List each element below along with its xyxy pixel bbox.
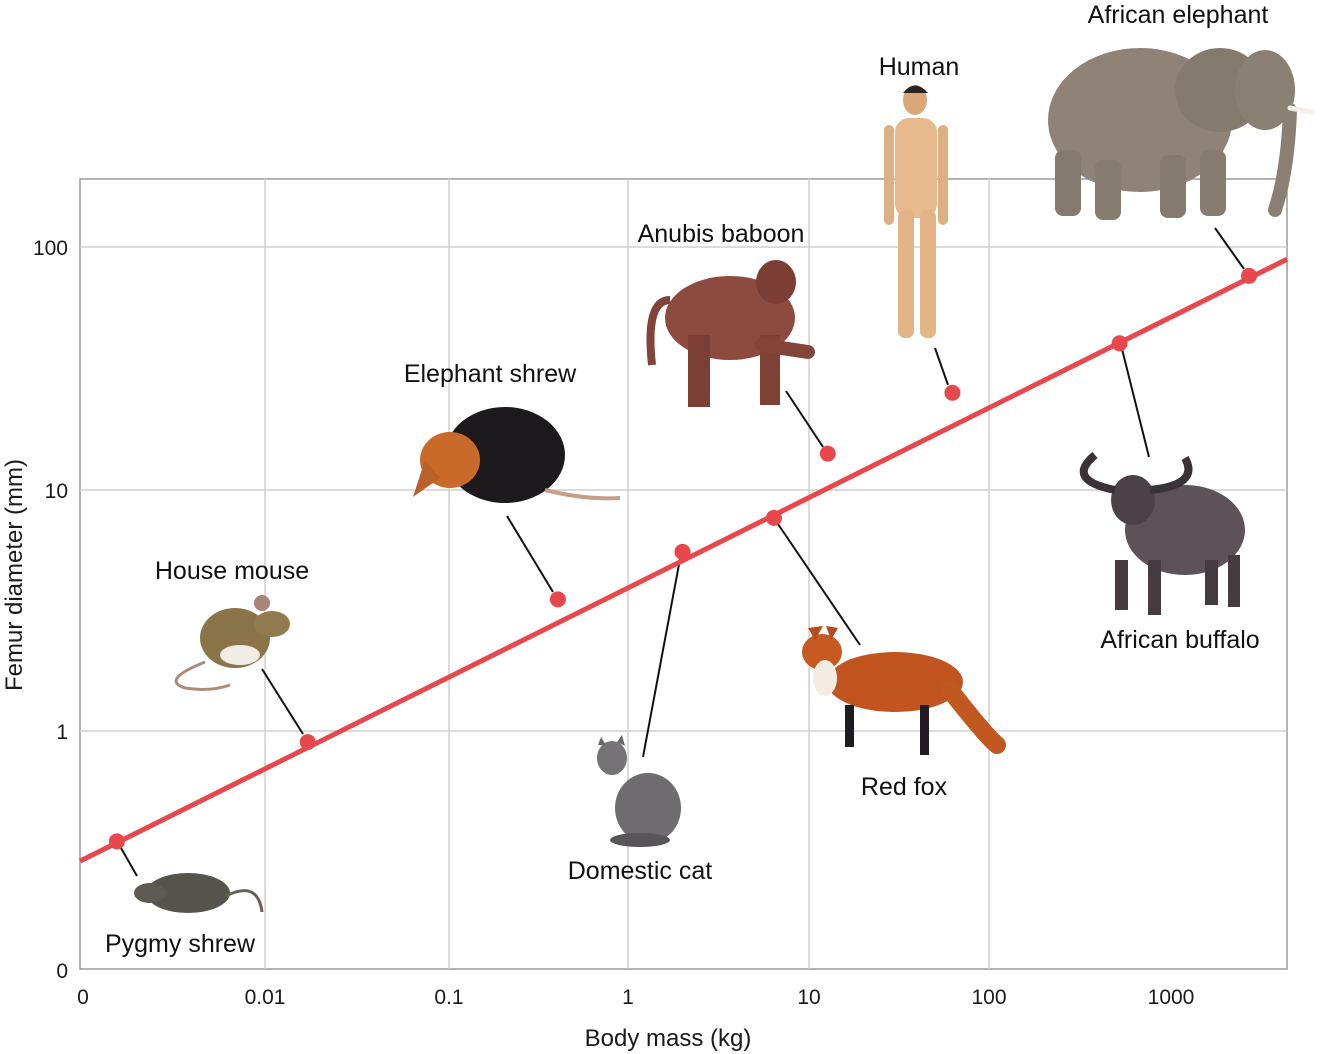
data-point: Elephant shrew <box>549 591 566 608</box>
plot-frame <box>79 178 1288 970</box>
animal-illustrations <box>134 48 1315 913</box>
x-axis-title: Body mass (kg) <box>585 1025 752 1052</box>
human-illustration <box>884 85 948 338</box>
x-tick: 1000 <box>1148 986 1195 1009</box>
label-human: Human <box>879 53 960 81</box>
label-african-buffalo: African buffalo <box>1100 626 1259 654</box>
data-point: House mouse <box>299 734 316 751</box>
y-axis-ticks: 0 1 10 100 <box>33 237 68 983</box>
y-tick: 0 <box>56 960 68 983</box>
leader-lines <box>120 227 1245 877</box>
x-tick: 0.1 <box>434 986 463 1009</box>
gridlines <box>80 179 1287 969</box>
label-african-elephant: African elephant <box>1088 1 1269 29</box>
x-tick: 0 <box>77 986 89 1009</box>
y-tick: 1 <box>56 721 68 744</box>
data-point: Red fox <box>765 509 782 526</box>
data-point: Pygmy shrew <box>108 833 125 850</box>
red-fox-illustration <box>802 626 1006 755</box>
label-house-mouse: House mouse <box>155 557 309 585</box>
data-point: Anubis baboon <box>819 445 836 462</box>
anubis-baboon-illustration <box>646 260 815 407</box>
data-point: Human <box>944 384 961 401</box>
label-pygmy-shrew: Pygmy shrew <box>105 930 256 958</box>
data-point: African elephant <box>1241 267 1258 284</box>
label-anubis-baboon: Anubis baboon <box>638 220 805 248</box>
x-tick: 10 <box>797 986 820 1009</box>
data-point: Domestic cat <box>674 543 691 560</box>
african-elephant-illustration <box>1048 48 1315 220</box>
x-tick: 1 <box>622 986 634 1009</box>
y-axis-title: Femur diameter (mm) <box>1 459 28 691</box>
label-elephant-shrew: Elephant shrew <box>404 360 577 388</box>
trend-line <box>78 257 1289 864</box>
data-points: Pygmy shrew House mouse Elephant shrew Dome… <box>108 267 1258 850</box>
domestic-cat-illustration <box>597 735 681 847</box>
pygmy-shrew-illustration <box>134 873 264 913</box>
label-red-fox: Red fox <box>861 773 948 801</box>
y-tick: 10 <box>45 480 68 503</box>
x-axis-ticks: 0 0.01 0.1 1 10 100 1000 <box>77 986 1194 1009</box>
elephant-shrew-illustration <box>413 407 621 503</box>
y-tick: 100 <box>33 237 68 260</box>
animal-labels: Pygmy shrew House mouse Elephant shrew D… <box>105 1 1268 958</box>
data-point: African buffalo <box>1111 335 1128 352</box>
house-mouse-illustration <box>174 595 290 691</box>
label-domestic-cat: Domestic cat <box>568 857 713 885</box>
african-buffalo-illustration <box>1079 451 1245 615</box>
regression-line <box>78 257 1289 864</box>
x-tick: 0.01 <box>245 986 286 1009</box>
x-tick: 100 <box>971 986 1006 1009</box>
